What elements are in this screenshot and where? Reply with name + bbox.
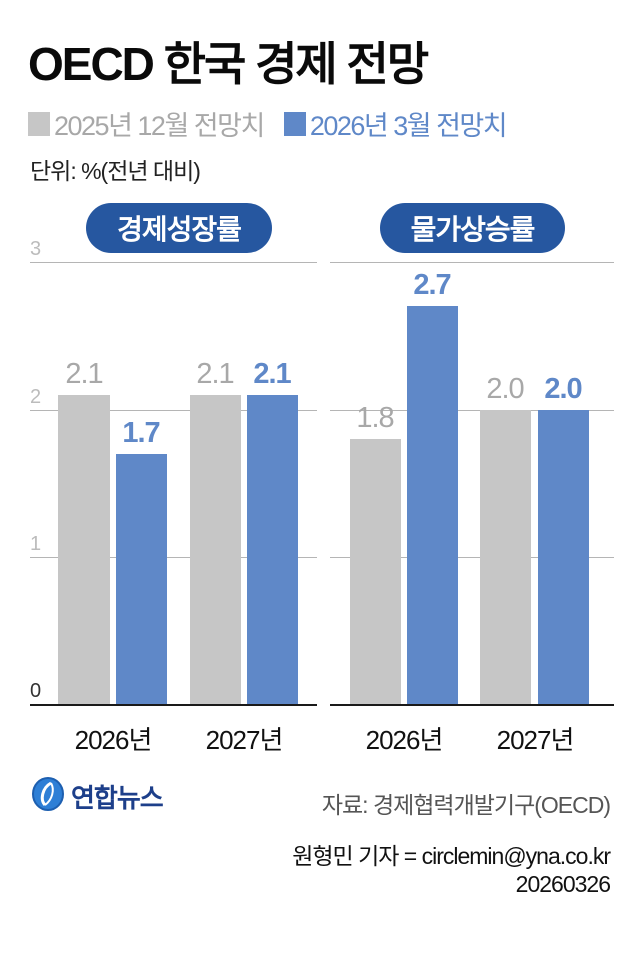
bar-inflation-2027-dec2025 (480, 410, 531, 705)
value-growth-2026-dec2025: 2.1 (65, 358, 103, 390)
credit-block: 원형민 기자 = circlemin@yna.co.kr 20260326 (292, 842, 611, 898)
baseline-left (30, 704, 317, 706)
x-label-inflation-2027: 2027년 (496, 725, 575, 755)
source-note: 자료: 경제협력개발기구(OECD) (321, 792, 611, 818)
legend-swatch-gray (28, 111, 50, 136)
legend-swatch-blue (283, 111, 306, 136)
bar-inflation-2027-mar2026 (538, 410, 589, 705)
reporter-credit: 원형민 기자 = circlemin@yna.co.kr (292, 843, 611, 869)
value-inflation-2026-mar2026: 2.7 (413, 269, 451, 301)
x-label-growth-2027: 2027년 (205, 725, 284, 755)
legend: 2025년 12월 전망치 2026년 3월 전망치 (28, 104, 526, 143)
unit-label: 단위: %(전년 대비) (30, 158, 201, 184)
page-title: OECD 한국 경제 전망 (28, 38, 429, 90)
chart-title-growth: 경제성장률 (86, 203, 272, 253)
value-growth-2027-mar2026: 2.1 (253, 358, 291, 390)
gridline-1-left (30, 557, 317, 558)
value-inflation-2026-dec2025: 1.8 (356, 402, 394, 434)
legend-label-dec2025: 2025년 12월 전망치 (54, 111, 265, 141)
gridline-2-right (330, 410, 614, 411)
gridline-3-left (30, 262, 317, 263)
bar-growth-2027-mar2026 (247, 395, 298, 705)
bar-inflation-2026-mar2026 (407, 306, 458, 705)
yonhap-logo: 연합뉴스 (30, 776, 164, 817)
value-growth-2026-mar2026: 1.7 (122, 417, 160, 449)
gridline-3-right (330, 262, 614, 263)
chart-title-inflation: 물가상승률 (380, 203, 565, 253)
bar-inflation-2026-dec2025 (350, 439, 401, 705)
publish-date: 20260326 (515, 871, 611, 897)
y-tick-1: 1 (30, 533, 42, 555)
legend-item-mar2026: 2026년 3월 전망치 (283, 104, 508, 143)
x-label-growth-2026: 2026년 (74, 725, 153, 755)
y-tick-3: 3 (30, 238, 42, 260)
y-tick-0: 0 (30, 680, 42, 702)
yonhap-logo-text: 연합뉴스 (71, 783, 164, 813)
bar-growth-2026-mar2026 (116, 454, 167, 705)
value-inflation-2027-dec2025: 2.0 (486, 373, 524, 405)
value-growth-2027-dec2025: 2.1 (196, 358, 234, 390)
gridline-2-left (30, 410, 317, 411)
bar-growth-2026-dec2025 (58, 395, 110, 705)
y-tick-2: 2 (30, 386, 42, 408)
value-inflation-2027-mar2026: 2.0 (544, 373, 582, 405)
yonhap-globe-icon (30, 776, 66, 817)
legend-item-dec2025: 2025년 12월 전망치 (28, 104, 265, 143)
x-label-inflation-2026: 2026년 (365, 725, 444, 755)
gridline-1-right (330, 557, 614, 558)
legend-label-mar2026: 2026년 3월 전망치 (309, 111, 508, 141)
baseline-right (330, 704, 614, 706)
bar-growth-2027-dec2025 (190, 395, 241, 705)
